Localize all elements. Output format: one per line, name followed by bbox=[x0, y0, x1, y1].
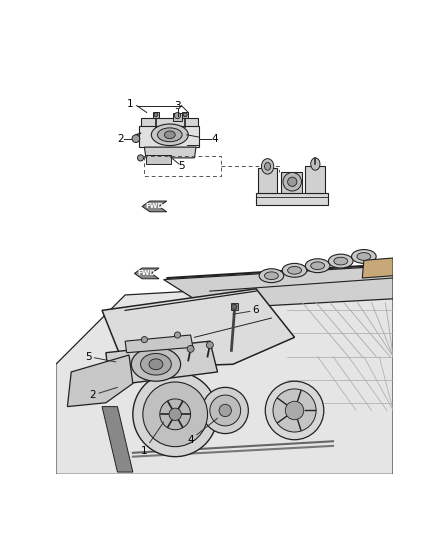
Polygon shape bbox=[67, 355, 133, 407]
Bar bbox=[173, 113, 182, 121]
Ellipse shape bbox=[305, 259, 330, 273]
Circle shape bbox=[206, 342, 213, 349]
Ellipse shape bbox=[141, 353, 171, 375]
Ellipse shape bbox=[261, 159, 274, 174]
Circle shape bbox=[174, 332, 180, 338]
Ellipse shape bbox=[151, 124, 188, 146]
Ellipse shape bbox=[174, 112, 180, 119]
Circle shape bbox=[133, 372, 218, 457]
Circle shape bbox=[160, 399, 191, 430]
Polygon shape bbox=[256, 192, 328, 205]
Circle shape bbox=[138, 155, 144, 161]
Polygon shape bbox=[258, 168, 277, 192]
Ellipse shape bbox=[283, 173, 301, 191]
Polygon shape bbox=[134, 268, 159, 279]
Ellipse shape bbox=[158, 128, 182, 142]
Circle shape bbox=[187, 345, 194, 352]
Ellipse shape bbox=[357, 253, 371, 260]
Polygon shape bbox=[139, 126, 199, 147]
Text: FWD: FWD bbox=[138, 270, 156, 277]
Polygon shape bbox=[145, 147, 196, 158]
Circle shape bbox=[169, 408, 181, 421]
Circle shape bbox=[285, 401, 304, 419]
Ellipse shape bbox=[265, 272, 279, 280]
Text: 2: 2 bbox=[117, 134, 124, 144]
Circle shape bbox=[154, 113, 158, 117]
Circle shape bbox=[143, 382, 208, 447]
Polygon shape bbox=[304, 166, 325, 192]
Circle shape bbox=[273, 389, 316, 432]
Circle shape bbox=[202, 387, 248, 433]
Polygon shape bbox=[102, 407, 133, 472]
Polygon shape bbox=[164, 265, 393, 309]
Ellipse shape bbox=[131, 348, 180, 381]
Circle shape bbox=[219, 405, 231, 417]
Text: 2: 2 bbox=[89, 387, 117, 400]
Polygon shape bbox=[282, 172, 302, 192]
Ellipse shape bbox=[288, 177, 297, 187]
Polygon shape bbox=[125, 335, 193, 353]
Polygon shape bbox=[102, 289, 294, 368]
Ellipse shape bbox=[164, 131, 175, 139]
Bar bbox=[182, 112, 188, 118]
Ellipse shape bbox=[149, 359, 163, 370]
Ellipse shape bbox=[288, 266, 301, 274]
Text: 1: 1 bbox=[127, 99, 133, 109]
Text: 6: 6 bbox=[233, 305, 259, 316]
Ellipse shape bbox=[311, 262, 325, 270]
Text: 1: 1 bbox=[141, 422, 164, 456]
Circle shape bbox=[132, 135, 140, 142]
Ellipse shape bbox=[334, 257, 348, 265]
Polygon shape bbox=[56, 280, 393, 474]
Ellipse shape bbox=[259, 269, 284, 282]
Circle shape bbox=[265, 381, 324, 440]
Polygon shape bbox=[142, 201, 167, 212]
Circle shape bbox=[141, 336, 148, 343]
Bar bbox=[153, 112, 159, 118]
Circle shape bbox=[210, 395, 240, 426]
Bar bbox=[231, 303, 237, 310]
Ellipse shape bbox=[352, 249, 376, 263]
Ellipse shape bbox=[282, 263, 307, 277]
Text: 4: 4 bbox=[187, 418, 218, 445]
Text: 5: 5 bbox=[85, 352, 116, 362]
Polygon shape bbox=[106, 341, 218, 386]
Ellipse shape bbox=[328, 254, 353, 268]
Circle shape bbox=[183, 113, 187, 117]
Text: 5: 5 bbox=[178, 161, 185, 172]
Text: 4: 4 bbox=[211, 134, 218, 144]
Polygon shape bbox=[141, 118, 198, 127]
Ellipse shape bbox=[311, 158, 320, 170]
Text: FWD: FWD bbox=[145, 204, 163, 209]
Polygon shape bbox=[362, 258, 393, 278]
Text: 3: 3 bbox=[174, 101, 181, 111]
Polygon shape bbox=[146, 155, 171, 164]
Ellipse shape bbox=[231, 304, 237, 310]
Ellipse shape bbox=[265, 163, 271, 170]
